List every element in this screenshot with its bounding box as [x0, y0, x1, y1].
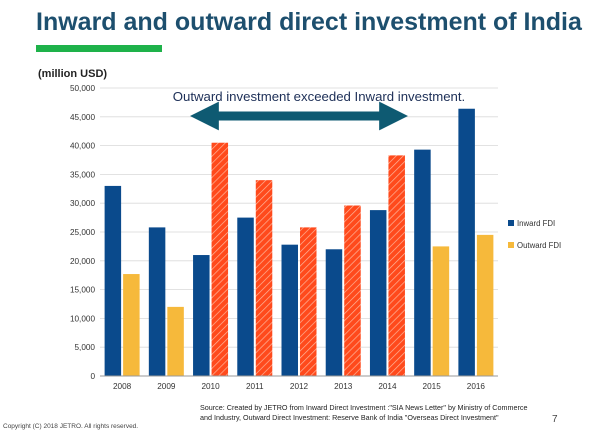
legend-swatch-outward	[508, 242, 514, 248]
bar-inward-fdi-2014	[369, 210, 387, 376]
source-note: Source: Created by JETRO from Inward Dir…	[200, 403, 540, 423]
y-tick-label: 0	[90, 372, 95, 381]
bar-outward-fdi-2014	[388, 155, 405, 376]
x-tick-label: 2012	[290, 382, 309, 391]
page-number: 7	[552, 414, 558, 425]
title-underline	[36, 45, 162, 52]
bar-outward-fdi-2010	[211, 142, 229, 376]
x-tick-label: 2016	[467, 382, 486, 391]
legend-swatch-inward	[508, 220, 514, 226]
x-tick-label: 2011	[246, 382, 264, 391]
bar-inward-fdi-2009	[148, 227, 166, 376]
page-title: Inward and outward direct investment of …	[36, 8, 582, 36]
x-tick-label: 2009	[157, 382, 176, 391]
bar-inward-fdi-2015	[414, 149, 431, 376]
annotation-text: Outward investment exceeded Inward inves…	[173, 89, 465, 104]
bar-inward-fdi-2016	[458, 108, 475, 377]
bar-inward-fdi-2013	[325, 249, 343, 376]
y-tick-label: 40,000	[70, 142, 95, 151]
y-tick-label: 50,000	[70, 84, 95, 93]
y-tick-label: 45,000	[70, 113, 95, 122]
y-tick-label: 30,000	[70, 199, 95, 208]
bar-outward-fdi-2008	[123, 274, 140, 376]
bar-inward-fdi-2008	[104, 185, 122, 376]
x-tick-label: 2014	[378, 382, 397, 391]
y-tick-label: 15,000	[70, 286, 95, 295]
bar-outward-fdi-2012	[300, 227, 317, 376]
bar-outward-fdi-2009	[167, 306, 184, 376]
y-tick-label: 25,000	[70, 228, 95, 237]
source-line-1: Source: Created by JETRO from Inward Dir…	[200, 403, 528, 412]
bar-inward-fdi-2012	[281, 244, 298, 376]
copyright-notice: Copyright (C) 2018 JETRO. All rights res…	[3, 423, 139, 430]
bar-outward-fdi-2015	[432, 246, 450, 376]
y-tick-label: 20,000	[70, 257, 95, 266]
unit-label: (million USD)	[38, 68, 108, 80]
bar-inward-fdi-2011	[237, 217, 254, 376]
bar-inward-fdi-2010	[193, 255, 210, 376]
y-tick-label: 10,000	[70, 314, 95, 323]
y-tick-label: 5,000	[75, 343, 96, 352]
legend-label-outward: Outward FDI	[517, 241, 561, 250]
bar-outward-fdi-2011	[255, 180, 273, 376]
x-tick-label: 2015	[423, 382, 442, 391]
x-tick-label: 2013	[334, 382, 353, 391]
x-tick-label: 2010	[201, 382, 220, 391]
legend-label-inward: Inward FDI	[517, 219, 555, 228]
bar-outward-fdi-2016	[476, 234, 494, 376]
y-tick-label: 35,000	[70, 170, 95, 179]
bar-outward-fdi-2013	[344, 205, 361, 376]
x-tick-label: 2008	[113, 382, 132, 391]
source-line-2: and Industry, Outward Direct Investment:…	[200, 413, 499, 422]
